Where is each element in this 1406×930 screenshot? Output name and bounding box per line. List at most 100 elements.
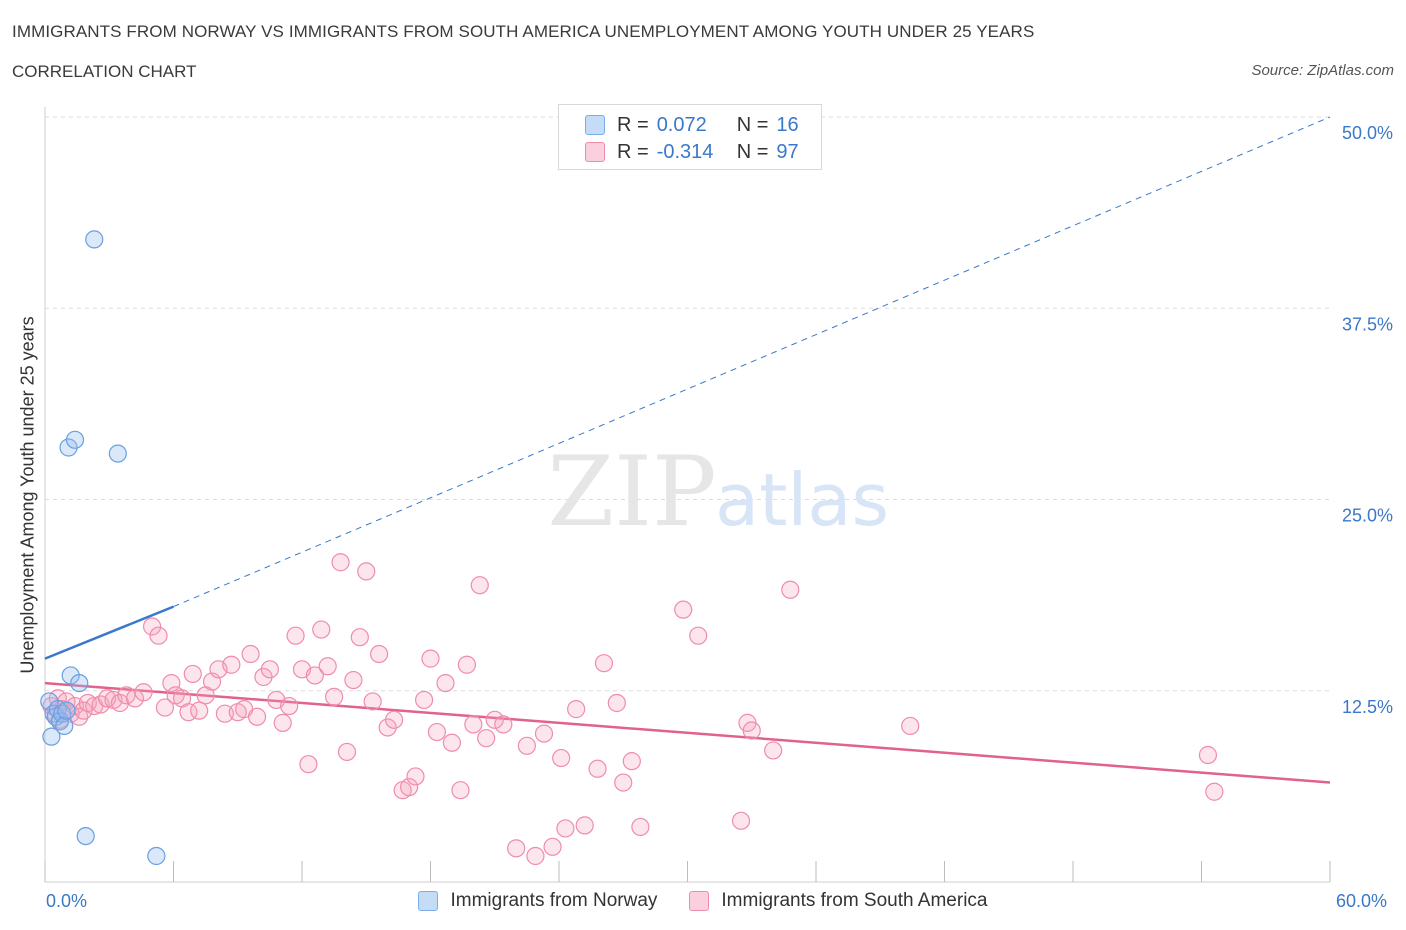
point-south-america-70 xyxy=(477,729,496,748)
point-south-america-59 xyxy=(399,778,419,797)
point-south-america-90 xyxy=(731,811,751,830)
legend-n-label: N = xyxy=(736,113,769,136)
point-south-america-44 xyxy=(299,755,318,774)
x-tick-min: 0.0% xyxy=(46,891,88,911)
point-south-america-68 xyxy=(464,715,483,734)
series-legend-south-america[interactable]: Immigrants from South America xyxy=(689,890,988,912)
y-tick-label-0: 12.5% xyxy=(1342,697,1393,717)
series-legend-norway[interactable]: Immigrants from Norway xyxy=(418,890,657,912)
point-norway-7 xyxy=(55,716,74,736)
point-south-america-32 xyxy=(222,655,241,674)
legend-r-value-norway: 0.072 xyxy=(656,113,707,136)
point-south-america-89 xyxy=(689,626,708,645)
point-norway-15 xyxy=(108,444,127,463)
point-south-america-65 xyxy=(442,733,462,752)
point-south-america-21 xyxy=(155,698,175,717)
point-south-america-79 xyxy=(556,819,575,838)
correlation-legend: R = 0.072 N = 16 R = -0.314 N = 97 xyxy=(558,104,822,170)
chart-title: IMMIGRANTS FROM NORWAY VS IMMIGRANTS FRO… xyxy=(12,22,1035,41)
point-south-america-94 xyxy=(781,580,800,599)
point-south-america-86 xyxy=(622,752,641,771)
point-south-america-38 xyxy=(260,660,279,679)
series-swatch-norway xyxy=(418,891,439,911)
legend-r-label: R = xyxy=(617,113,649,136)
point-south-america-45 xyxy=(305,666,324,685)
point-south-america-20 xyxy=(149,626,168,645)
point-south-america-60 xyxy=(406,767,425,786)
point-south-america-92 xyxy=(742,721,761,740)
point-south-america-19 xyxy=(142,617,162,636)
series-label-norway: Immigrants from Norway xyxy=(450,890,658,911)
legend-n-value-norway: 16 xyxy=(776,113,799,136)
point-south-america-42 xyxy=(286,626,305,645)
point-norway-13 xyxy=(76,826,95,846)
axes xyxy=(44,107,1331,883)
point-south-america-27 xyxy=(190,701,209,720)
point-south-america-72 xyxy=(494,715,513,734)
trend-line-norway xyxy=(44,605,174,660)
trend-line-norway-dashed xyxy=(173,116,1331,608)
series-legend: Immigrants from Norway Immigrants from S… xyxy=(0,890,1406,912)
chart-subtitle: CORRELATION CHART xyxy=(12,62,197,81)
watermark-zip: ZIP xyxy=(547,436,716,548)
legend-n-label: N = xyxy=(736,140,769,163)
point-south-america-75 xyxy=(526,846,545,866)
point-south-america-95 xyxy=(901,716,920,736)
point-south-america-35 xyxy=(241,644,260,664)
point-norway-16 xyxy=(147,846,166,866)
point-south-america-67 xyxy=(457,655,477,674)
point-south-america-81 xyxy=(575,816,594,835)
y-tick-labels: 12.5% 25.0% 37.5% 50.0% xyxy=(1342,123,1393,717)
point-south-america-71 xyxy=(485,710,504,729)
point-south-america-57 xyxy=(384,710,404,729)
point-south-america-52 xyxy=(350,628,369,647)
point-south-america-77 xyxy=(543,837,562,856)
point-norway-1 xyxy=(42,727,61,746)
point-south-america-46 xyxy=(312,620,331,639)
point-south-america-36 xyxy=(247,707,267,726)
series-swatch-south-america xyxy=(689,891,710,911)
source-label: Source: ZipAtlas.com xyxy=(1251,62,1394,79)
point-south-america-55 xyxy=(370,644,389,664)
trend-line-south-america xyxy=(44,681,1331,784)
point-south-america-93 xyxy=(764,741,783,760)
point-norway-8 xyxy=(57,701,76,720)
legend-row-norway: R = 0.072 N = 16 xyxy=(585,113,799,137)
data-points xyxy=(40,230,1224,866)
point-south-america-76 xyxy=(534,724,554,743)
point-south-america-87 xyxy=(631,817,650,837)
point-south-america-69 xyxy=(470,576,489,595)
y-tick-label-1: 25.0% xyxy=(1342,506,1393,526)
point-south-america-96 xyxy=(1198,745,1218,765)
point-south-america-64 xyxy=(436,673,455,693)
legend-n-value-south-america: 97 xyxy=(776,140,799,163)
point-south-america-62 xyxy=(421,649,440,668)
point-norway-11 xyxy=(65,430,85,449)
watermark: ZIP atlas xyxy=(547,436,889,548)
point-norway-12 xyxy=(70,673,89,693)
series-label-south-america: Immigrants from South America xyxy=(721,890,988,911)
point-south-america-84 xyxy=(607,693,626,713)
watermark-atlas: atlas xyxy=(715,458,889,542)
point-south-america-49 xyxy=(331,553,350,572)
point-south-america-88 xyxy=(674,600,693,619)
legend-r-value-south-america: -0.314 xyxy=(656,140,714,163)
point-south-america-50 xyxy=(337,742,357,762)
y-tick-label-2: 37.5% xyxy=(1342,314,1393,334)
point-south-america-40 xyxy=(273,713,292,732)
point-south-america-18 xyxy=(134,683,153,702)
point-south-america-61 xyxy=(414,690,434,710)
point-south-america-51 xyxy=(344,670,363,690)
point-norway-14 xyxy=(85,230,104,249)
point-south-america-66 xyxy=(451,781,470,800)
point-south-america-54 xyxy=(363,692,382,711)
legend-swatch-norway xyxy=(585,115,605,135)
legend-swatch-south-america xyxy=(585,142,605,162)
point-south-america-73 xyxy=(507,839,526,858)
point-south-america-41 xyxy=(280,696,299,716)
legend-r-label: R = xyxy=(617,140,649,163)
point-south-america-48 xyxy=(325,687,344,706)
point-south-america-74 xyxy=(517,736,536,755)
point-south-america-47 xyxy=(318,657,337,676)
